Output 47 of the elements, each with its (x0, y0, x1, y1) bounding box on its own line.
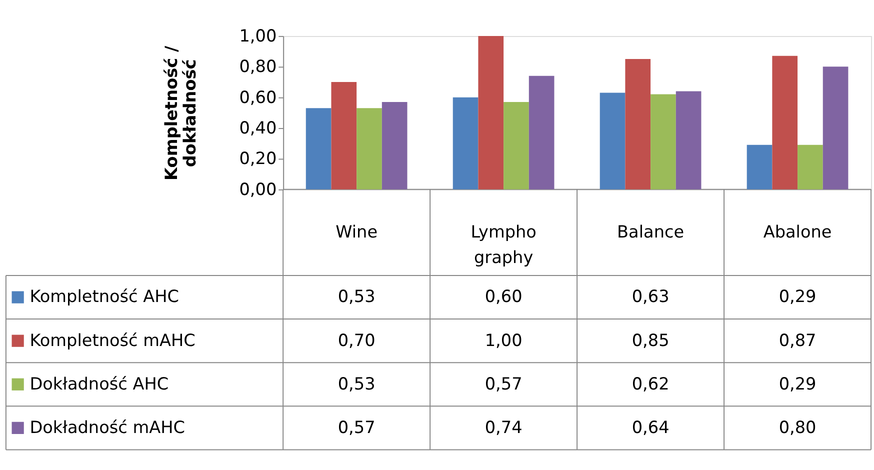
bar (650, 94, 676, 190)
data-label: 0,60 (484, 286, 522, 306)
y-tick-label: 0,60 (239, 86, 277, 107)
bar (822, 66, 848, 190)
bar (478, 36, 504, 190)
legend-label: Dokładność AHC (30, 373, 169, 394)
legend-label: Kompletność AHC (30, 286, 180, 306)
y-tick-label: 0,20 (239, 148, 277, 168)
bar (331, 82, 357, 190)
bar (528, 76, 554, 190)
bar (600, 92, 626, 190)
x-tick-label: Lympho graphy (470, 221, 536, 268)
data-label: 0,74 (484, 416, 522, 437)
x-tick-label: Abalone (763, 221, 832, 242)
bar (772, 56, 798, 190)
y-tick-label: 0,80 (239, 56, 277, 76)
bar (625, 58, 651, 190)
data-label: 0,57 (338, 416, 376, 437)
data-label: 1,00 (484, 330, 522, 350)
data-label: 0,57 (484, 373, 522, 394)
x-tick-label: Balance (617, 221, 684, 242)
x-tick-label: Wine (336, 221, 378, 242)
data-label: 0,64 (632, 416, 670, 437)
data-label: 0,87 (778, 330, 816, 350)
data-label: 0,53 (338, 286, 376, 306)
bar (798, 144, 823, 190)
data-label: 0,29 (778, 373, 816, 394)
bar (746, 144, 772, 190)
legend-label: Dokładność mAHC (30, 416, 185, 437)
data-label: 0,63 (632, 286, 670, 306)
data-label: 0,53 (338, 373, 376, 394)
y-tick-label: 1,00 (239, 25, 277, 46)
data-label: 0,29 (778, 286, 816, 306)
y-tick-label: 0,40 (239, 117, 277, 138)
legend-label: Kompletność mAHC (30, 330, 196, 350)
bar (382, 102, 408, 190)
data-label: 0,70 (338, 330, 376, 350)
bar (306, 108, 332, 190)
bar (356, 108, 382, 190)
bar (676, 91, 702, 190)
data-label: 0,85 (632, 330, 670, 350)
data-label: 0,80 (778, 416, 816, 437)
y-axis-title: Kompletność / dokładność (160, 45, 200, 180)
y-tick-label: 0,00 (239, 178, 277, 199)
bar (452, 97, 478, 190)
data-label: 0,62 (632, 373, 670, 394)
bar (504, 102, 529, 190)
